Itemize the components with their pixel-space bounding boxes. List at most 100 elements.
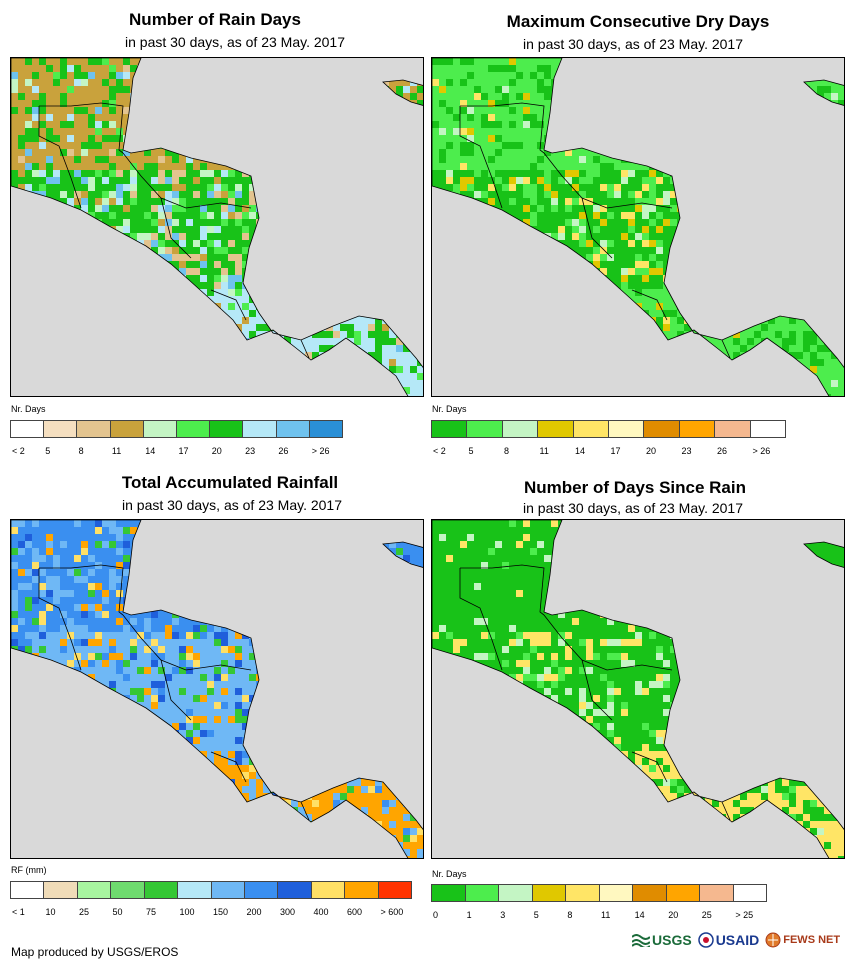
legend-swatch	[243, 421, 277, 437]
usgs-logo: USGS	[632, 932, 692, 948]
panel-1-legend-title: Nr. Days	[11, 404, 46, 414]
legend-tick-label: 600	[347, 907, 363, 917]
legend-tick-label: 11	[111, 446, 122, 456]
legend-swatch	[278, 882, 312, 898]
legend-swatch	[177, 421, 211, 437]
legend-swatch	[378, 882, 412, 898]
legend-swatch	[144, 882, 179, 898]
legend-tick-label: 75	[146, 907, 157, 917]
legend-tick-label: 5	[533, 910, 539, 920]
legend-swatch	[77, 421, 111, 437]
legend-tick-label: < 2	[12, 446, 25, 456]
usaid-seal-icon	[697, 932, 714, 948]
legend-tick-label: > 26	[311, 446, 330, 456]
legend-swatch	[432, 421, 468, 437]
map-raster	[11, 58, 423, 396]
legend-swatch	[77, 882, 112, 898]
panel-4-legend-bar	[431, 884, 767, 902]
panel-1-legend-bar	[10, 420, 343, 438]
legend-tick-label: 20	[646, 446, 657, 456]
legend-tick-label: 20	[668, 910, 679, 920]
legend-tick-label: 8	[567, 910, 573, 920]
legend-swatch	[210, 421, 244, 437]
fewsnet-logo: FEWS NET	[765, 932, 840, 948]
land-pixels	[11, 58, 423, 396]
legend-tick-label: 300	[280, 907, 296, 917]
legend-tick-label: 3	[500, 910, 506, 920]
panel-3-title: Total Accumulated Rainfall	[121, 473, 339, 492]
panel-1-subtitle: in past 30 days, as of 23 May. 2017	[125, 34, 345, 50]
legend-tick-label: 17	[610, 446, 621, 456]
legend-swatch	[309, 421, 343, 437]
legend-tick-label: 100	[179, 907, 195, 917]
legend-swatch	[599, 885, 633, 901]
legend-swatch	[11, 882, 45, 898]
country-borders	[11, 58, 423, 396]
legend-swatch	[700, 885, 734, 901]
legend-tick-label: 8	[504, 446, 510, 456]
land-pixels	[432, 58, 844, 396]
panel-4-legend-ticks: 0 1 3 5 8 11 14 20 25 > 25	[431, 910, 767, 922]
panel-3-legend-title: RF (mm)	[11, 865, 47, 875]
legend-tick-label: 1	[466, 910, 472, 920]
legend-swatch	[143, 421, 178, 437]
legend-swatch	[44, 421, 78, 437]
panel-1-map[interactable]	[10, 57, 424, 397]
agency-logos: USGS USAID FEWS NET	[632, 932, 840, 948]
legend-tick-label: 5	[45, 446, 51, 456]
map-raster	[11, 520, 423, 858]
panel-3-map[interactable]	[10, 519, 424, 859]
legend-swatch	[276, 421, 310, 437]
legend-swatch	[573, 421, 610, 437]
country-borders	[11, 520, 423, 858]
legend-swatch	[11, 421, 45, 437]
country-borders	[432, 520, 844, 858]
legend-tick-label: 50	[112, 907, 123, 917]
legend-swatch	[715, 421, 751, 437]
fewsnet-globe-icon	[765, 932, 781, 948]
legend-swatch	[432, 885, 466, 901]
usgs-wave-icon	[632, 934, 650, 947]
legend-tick-label: 0	[433, 910, 439, 920]
legend-swatch	[502, 421, 539, 437]
legend-tick-label: < 2	[433, 446, 446, 456]
map-credit: Map produced by USGS/EROS	[11, 945, 179, 959]
legend-swatch	[733, 885, 766, 901]
map-raster	[432, 58, 844, 396]
legend-swatch	[538, 421, 574, 437]
panel-1-legend-ticks: < 2 5 8 11 14 17 20 23 26 > 26	[10, 446, 343, 458]
legend-tick-label: 11	[601, 910, 611, 920]
legend-swatch	[644, 421, 680, 437]
legend-swatch	[499, 885, 533, 901]
legend-tick-label: 200	[246, 907, 262, 917]
legend-tick-label: 5	[468, 446, 474, 456]
panel-2-legend-ticks: < 2 5 8 11 14 17 20 23 26 > 26	[431, 446, 786, 458]
legend-tick-label: 17	[178, 446, 189, 456]
country-borders	[432, 58, 844, 396]
panel-2-legend-title: Nr. Days	[432, 404, 467, 414]
legend-swatch	[110, 421, 144, 437]
legend-tick-label: > 25	[735, 910, 754, 920]
panel-3-legend-bar	[10, 881, 412, 899]
legend-tick-label: 11	[539, 446, 549, 456]
legend-swatch	[679, 421, 716, 437]
legend-swatch	[111, 882, 145, 898]
legend-swatch	[532, 885, 566, 901]
map-raster	[432, 520, 844, 858]
legend-swatch	[467, 421, 503, 437]
panel-1-title: Number of Rain Days	[129, 10, 301, 29]
panel-4-title: Number of Days Since Rain	[523, 478, 746, 497]
usaid-logo: USAID	[697, 932, 759, 948]
legend-swatch	[244, 882, 279, 898]
legend-swatch	[633, 885, 667, 901]
panel-3-legend-ticks: < 1 10 25 50 75 100 150 200 300 400 600 > 600	[10, 907, 412, 919]
panel-2-title: Maximum Consecutive Dry Days	[506, 12, 770, 31]
legend-swatch	[465, 885, 499, 901]
legend-tick-label: > 600	[380, 907, 404, 917]
legend-swatch	[44, 882, 78, 898]
legend-swatch	[566, 885, 600, 901]
panel-2-map[interactable]	[431, 57, 845, 397]
panel-4-map[interactable]	[431, 519, 845, 859]
panel-4-subtitle: in past 30 days, as of 23 May. 2017	[523, 500, 743, 516]
legend-tick-label: 150	[213, 907, 229, 917]
